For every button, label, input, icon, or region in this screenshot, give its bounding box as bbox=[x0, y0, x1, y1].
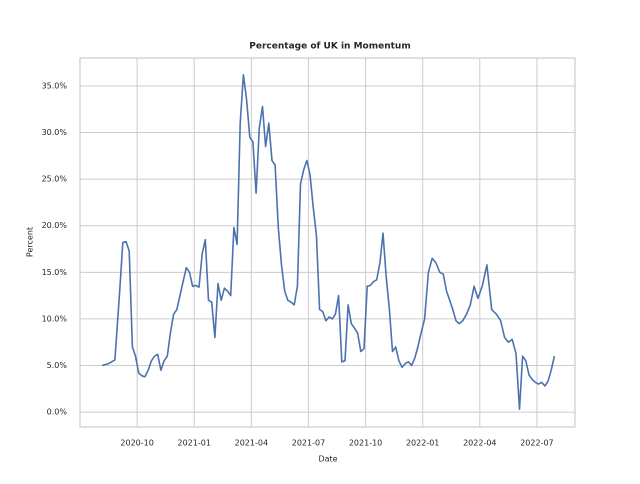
x-tick-label: 2020-10 bbox=[120, 439, 153, 448]
y-tick-label: 35.0% bbox=[42, 81, 68, 90]
line-series bbox=[101, 74, 556, 411]
y-tick-label: 30.0% bbox=[42, 128, 68, 137]
y-tick-label: 5.0% bbox=[47, 361, 68, 370]
y-tick-label: 25.0% bbox=[42, 175, 68, 184]
x-tick-label: 2022-04 bbox=[463, 439, 496, 448]
y-tick-label: 15.0% bbox=[42, 268, 68, 277]
y-tick-label: 20.0% bbox=[42, 221, 68, 230]
x-tick-label: 2021-07 bbox=[292, 439, 325, 448]
x-tick-label: 2021-10 bbox=[349, 439, 382, 448]
chart-title: Percentage of UK in Momentum bbox=[249, 42, 410, 52]
x-tick-label: 2022-01 bbox=[406, 439, 439, 448]
x-tick-label: 2021-04 bbox=[235, 439, 268, 448]
y-axis-label: Percent bbox=[26, 227, 35, 257]
y-tick-label: 10.0% bbox=[42, 314, 68, 323]
y-tick-label: 0.0% bbox=[47, 408, 68, 417]
x-axis-label: Date bbox=[318, 455, 337, 464]
plot-area bbox=[79, 57, 576, 428]
x-tick-label: 2022-07 bbox=[520, 439, 553, 448]
x-tick-label: 2021-01 bbox=[178, 439, 211, 448]
